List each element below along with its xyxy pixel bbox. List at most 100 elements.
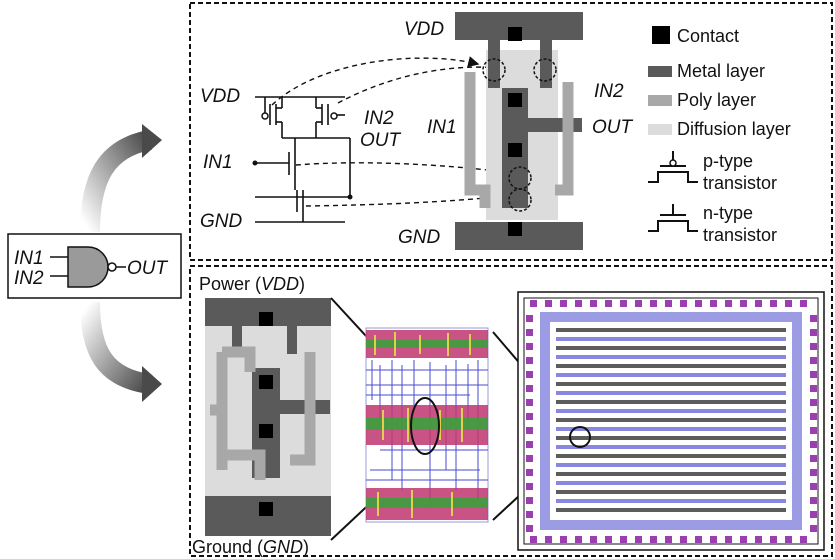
gate-in1-label: IN1: [14, 248, 44, 269]
legend-poly-swatch: [648, 95, 672, 106]
io-pad: [725, 300, 732, 307]
io-pad: [620, 300, 627, 307]
io-pad: [526, 483, 533, 490]
io-pad: [526, 455, 533, 462]
io-pad: [810, 497, 817, 504]
stick-layout: [455, 12, 583, 250]
schematic-out-label: OUT: [360, 130, 402, 151]
io-pad: [810, 371, 817, 378]
io-pad: [526, 413, 533, 420]
legend-ntype-line2: transistor: [703, 225, 777, 245]
cell-layout: [205, 298, 331, 536]
io-pad: [785, 536, 792, 543]
io-pad: [665, 300, 672, 307]
io-pad: [785, 300, 792, 307]
io-pad: [740, 536, 747, 543]
core-row: [556, 373, 786, 377]
io-pad: [526, 469, 533, 476]
io-pad: [526, 399, 533, 406]
io-pad: [526, 343, 533, 350]
zoom-circle-chip: [569, 426, 591, 448]
io-pad: [590, 300, 597, 307]
legend-contact-label: Contact: [677, 26, 739, 46]
io-pad: [530, 300, 537, 307]
layout-out-label: OUT: [592, 117, 634, 138]
schematic-vdd-label: VDD: [200, 86, 240, 107]
legend: Contact Metal layer Poly layer Diffusion…: [648, 26, 791, 245]
io-pad: [800, 536, 807, 543]
io-pad: [526, 525, 533, 532]
schematic-in2-label: IN2: [364, 108, 394, 129]
io-pad: [526, 497, 533, 504]
io-pad: [530, 536, 537, 543]
io-pad: [810, 329, 817, 336]
core-rows: [556, 328, 786, 512]
legend-ptype-line1: p-type: [703, 151, 753, 171]
io-pad: [575, 300, 582, 307]
legend-contact-swatch: [652, 26, 670, 44]
core-row: [556, 454, 786, 458]
nand-gate-symbol: IN1 IN2 OUT: [7, 233, 182, 299]
core-row: [556, 328, 786, 332]
io-pad: [526, 427, 533, 434]
io-pad: [526, 371, 533, 378]
io-pad: [810, 399, 817, 406]
schematic-in1-label: IN1: [203, 152, 233, 173]
inversion-bubble: [107, 262, 117, 272]
io-pad: [740, 300, 747, 307]
io-pad: [695, 536, 702, 543]
core-row: [556, 445, 786, 449]
io-pad: [605, 300, 612, 307]
io-pad: [526, 441, 533, 448]
arrow-head-up: [142, 124, 162, 158]
io-pad: [665, 536, 672, 543]
zoom-ellipse-rows: [410, 397, 440, 455]
io-pad: [810, 357, 817, 364]
io-pad: [526, 385, 533, 392]
chip-layout: [517, 291, 825, 551]
io-pad: [545, 300, 552, 307]
arrow-head-down: [142, 366, 162, 402]
io-pad: [680, 300, 687, 307]
transistor-schematic: [255, 96, 351, 223]
legend-diffusion-label: Diffusion layer: [677, 119, 791, 139]
legend-ptype-line2: transistor: [703, 173, 777, 193]
core-row: [556, 418, 786, 422]
curved-arrow-up: [80, 130, 153, 233]
io-pad: [545, 536, 552, 543]
io-pad: [710, 300, 717, 307]
schematic-gnd-label: GND: [200, 211, 243, 232]
gate-out-label: OUT: [127, 258, 169, 279]
io-pad: [755, 536, 762, 543]
legend-ntype-line1: n-type: [703, 203, 753, 223]
core-row: [556, 346, 786, 350]
io-pad: [526, 329, 533, 336]
io-pad: [635, 300, 642, 307]
io-pad: [560, 536, 567, 543]
ntype-symbol: [648, 204, 698, 232]
io-pad: [710, 536, 717, 543]
io-pad: [755, 300, 762, 307]
io-pad: [810, 385, 817, 392]
core-row: [556, 481, 786, 485]
core-row: [556, 355, 786, 359]
nand-body: [67, 246, 109, 288]
io-pad: [810, 315, 817, 322]
legend-poly-label: Poly layer: [677, 90, 756, 110]
core-row: [556, 337, 786, 341]
io-pad: [635, 536, 642, 543]
core-row: [556, 490, 786, 494]
io-pad: [620, 536, 627, 543]
io-pad: [605, 536, 612, 543]
io-pad: [575, 536, 582, 543]
io-pad: [526, 357, 533, 364]
io-pad: [810, 525, 817, 532]
layout-in2-label: IN2: [594, 81, 624, 102]
ground-label: Ground (GND): [192, 537, 309, 557]
io-pad: [560, 300, 567, 307]
legend-metal-swatch: [648, 66, 672, 77]
top-panel-frame: [189, 2, 833, 261]
io-pad: [695, 300, 702, 307]
bottom-panel-frame: [189, 265, 833, 557]
